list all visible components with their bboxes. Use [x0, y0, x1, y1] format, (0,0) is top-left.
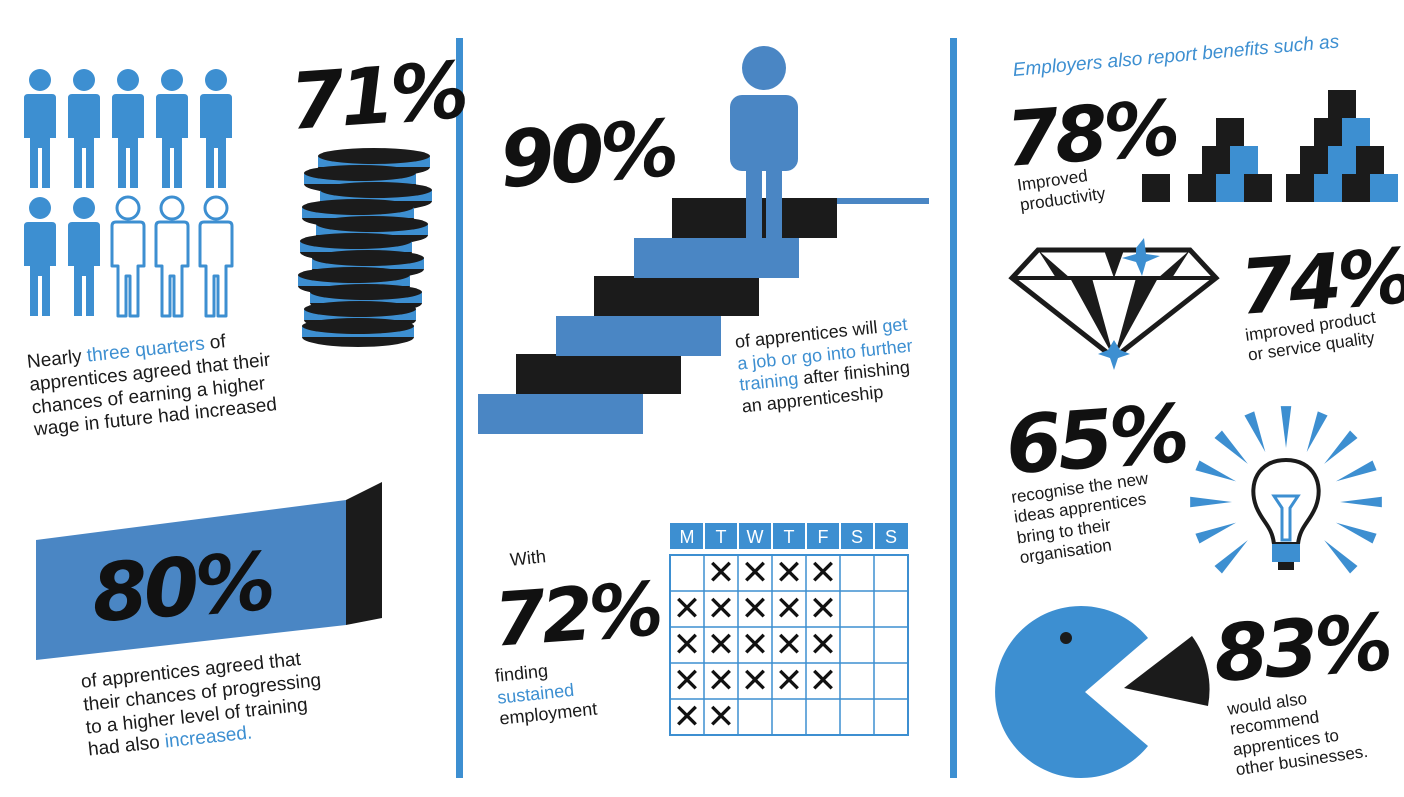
calendar-day-mark: ✕: [673, 625, 702, 665]
calendar-day-mark: ✕: [809, 625, 838, 665]
stair-step: [594, 276, 759, 316]
person-icon: [200, 69, 232, 188]
calendar-day-mark: ✕: [775, 661, 804, 701]
employers-heading: Employers also report benefits such as: [1012, 31, 1340, 81]
stat-80-percent: 80%: [88, 534, 275, 641]
calendar-day-mark: ✕: [707, 661, 736, 701]
light-ray: [1214, 430, 1248, 464]
person-icon: [68, 197, 100, 316]
calendar-day-header: W: [747, 527, 764, 547]
calendar-day-mark: ✕: [809, 553, 838, 593]
calendar-day-mark: ✕: [809, 589, 838, 629]
light-ray: [1214, 540, 1248, 574]
light-ray: [1244, 411, 1266, 453]
light-ray: [1324, 430, 1358, 464]
column-divider-right: [950, 38, 957, 778]
person-icon: [112, 69, 144, 188]
person-icon: [156, 69, 188, 188]
stair-step: [634, 238, 799, 278]
coin: [302, 318, 414, 347]
calendar-day-mark: ✕: [673, 661, 702, 701]
progress-bar-80: [36, 482, 382, 660]
productivity-blocks-icon: [1142, 90, 1398, 202]
stat-65-percent: 65%: [1002, 386, 1189, 493]
calendar-day-header: S: [851, 527, 863, 547]
people-icon-grid: [24, 69, 234, 318]
sustained-employment-text: finding sustained employment: [494, 660, 599, 729]
light-ray: [1195, 522, 1237, 544]
new-ideas-text: recognise the new ideas apprentices brin…: [1010, 468, 1150, 568]
calendar-day-mark: ✕: [707, 553, 736, 593]
stat-74-percent: 74%: [1237, 231, 1404, 332]
calendar-day-mark: ✕: [707, 589, 736, 629]
calendar-day-header: T: [716, 527, 727, 547]
with-label: With: [508, 546, 547, 570]
week-calendar-grid: M T W T F S S✕ ✕ ✕ ✕✕ ✕ ✕ ✕ ✕✕ ✕ ✕ ✕ ✕✕ ✕ ✕ ✕ ✕✕ ✕: [669, 523, 909, 737]
light-ray: [1306, 411, 1328, 453]
calendar-day-mark: ✕: [775, 553, 804, 593]
person-icon: [24, 197, 56, 316]
light-ray: [1195, 460, 1237, 482]
wage-increase-text: Nearly three quarters of apprentices agr…: [26, 331, 279, 441]
stat-72-percent: 72%: [491, 566, 662, 664]
calendar-day-header: F: [818, 527, 829, 547]
pac-man-icon: [995, 606, 1210, 778]
calendar-day-header: T: [784, 527, 795, 547]
person-icon: [110, 195, 146, 318]
light-ray: [1190, 496, 1232, 508]
person-icon: [68, 69, 100, 188]
stair-step: [556, 316, 721, 356]
calendar-day-mark: ✕: [707, 697, 736, 737]
calendar-day-mark: ✕: [673, 589, 702, 629]
job-or-training-text: of apprentices will get a job or go into…: [734, 313, 914, 417]
lightbulb-icon: [1190, 406, 1382, 574]
calendar-day-mark: ✕: [741, 589, 770, 629]
calendar-day-mark: ✕: [775, 589, 804, 629]
stat-71-percent: 71%: [287, 46, 468, 148]
progress-bar-remainder: [346, 482, 382, 625]
progress-bar-fill: [36, 500, 346, 660]
calendar-day-mark: ✕: [673, 697, 702, 737]
stair-landing: [837, 198, 929, 204]
light-ray: [1324, 540, 1358, 574]
staircase-icon: [478, 46, 929, 434]
recommend-text: would also recommend apprentices to othe…: [1226, 688, 1370, 780]
column-divider-left: [456, 38, 463, 778]
calendar-day-mark: ✕: [741, 553, 770, 593]
person-icon: [198, 195, 234, 318]
coin-stack-icon: [298, 148, 432, 347]
stair-step: [478, 394, 643, 434]
person-on-stairs-icon: [730, 46, 798, 240]
stat-83-percent: 83%: [1211, 598, 1392, 700]
calendar-day-header: S: [885, 527, 897, 547]
calendar-day-header: M: [680, 527, 695, 547]
calendar-day-mark: ✕: [775, 625, 804, 665]
light-ray: [1340, 496, 1382, 508]
stair-step: [516, 354, 681, 394]
person-icon: [154, 195, 190, 318]
calendar-day-mark: ✕: [741, 661, 770, 701]
calendar-day-mark: ✕: [809, 661, 838, 701]
pie-slice-black: [1124, 636, 1210, 706]
person-icon: [24, 69, 56, 188]
calendar-day-mark: ✕: [741, 625, 770, 665]
diamond-icon: [1008, 238, 1220, 370]
light-ray: [1335, 522, 1377, 544]
calendar-day-mark: ✕: [707, 625, 736, 665]
light-ray: [1280, 406, 1292, 448]
light-ray: [1335, 460, 1377, 482]
